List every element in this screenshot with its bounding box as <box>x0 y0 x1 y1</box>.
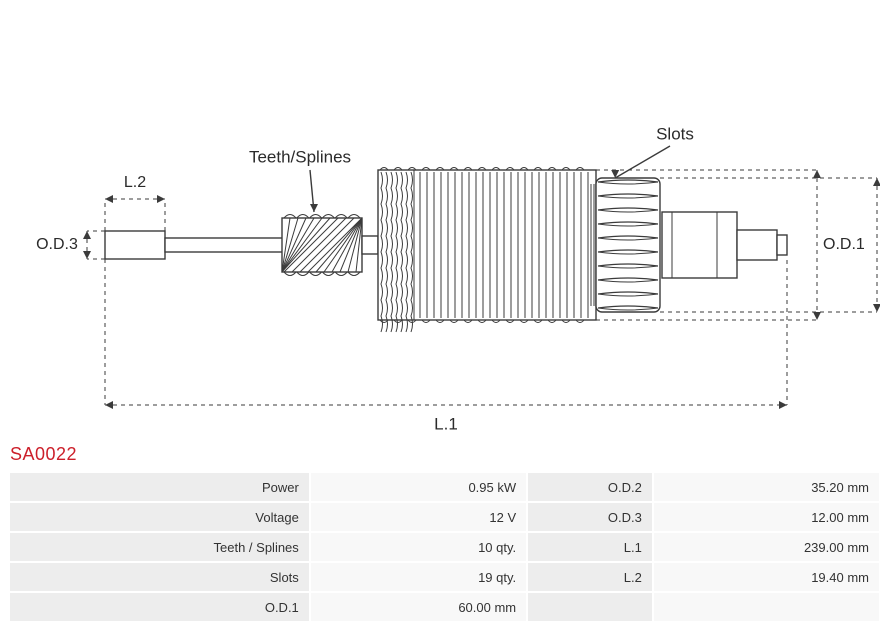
svg-text:L.1: L.1 <box>434 414 458 433</box>
table-row: Slots19 qty.L.219.40 mm <box>10 563 879 591</box>
spec-value: 35.20 mm <box>654 473 879 501</box>
spec-value: 19.40 mm <box>654 563 879 591</box>
spec-value: 60.00 mm <box>311 593 526 621</box>
table-row: Teeth / Splines10 qty.L.1239.00 mm <box>10 533 879 561</box>
spec-label: O.D.1 <box>10 593 309 621</box>
svg-text:O.D.3: O.D.3 <box>36 236 78 253</box>
spec-label: L.2 <box>528 563 652 591</box>
svg-text:O.D.1: O.D.1 <box>823 236 865 253</box>
svg-text:Slots: Slots <box>656 124 694 143</box>
spec-label <box>528 593 652 621</box>
spec-label: Teeth / Splines <box>10 533 309 561</box>
spec-value: 10 qty. <box>311 533 526 561</box>
table-row: Voltage12 VO.D.312.00 mm <box>10 503 879 531</box>
armature-diagram: L.1L.2O.D.3O.D.1O.D.2Teeth/SplinesSlots <box>10 8 880 438</box>
spec-value: 12.00 mm <box>654 503 879 531</box>
svg-text:L.2: L.2 <box>123 174 145 191</box>
spec-value: 0.95 kW <box>311 473 526 501</box>
spec-label: Voltage <box>10 503 309 531</box>
spec-value <box>654 593 879 621</box>
svg-text:Teeth/Splines: Teeth/Splines <box>248 147 350 166</box>
spec-label: Slots <box>10 563 309 591</box>
table-row: O.D.160.00 mm <box>10 593 879 621</box>
spec-label: O.D.3 <box>528 503 652 531</box>
spec-value: 19 qty. <box>311 563 526 591</box>
spec-label: Power <box>10 473 309 501</box>
spec-value: 12 V <box>311 503 526 531</box>
part-code: SA0022 <box>10 444 881 465</box>
spec-label: L.1 <box>528 533 652 561</box>
spec-table: Power0.95 kWO.D.235.20 mmVoltage12 VO.D.… <box>8 471 881 623</box>
table-row: Power0.95 kWO.D.235.20 mm <box>10 473 879 501</box>
spec-label: O.D.2 <box>528 473 652 501</box>
spec-value: 239.00 mm <box>654 533 879 561</box>
